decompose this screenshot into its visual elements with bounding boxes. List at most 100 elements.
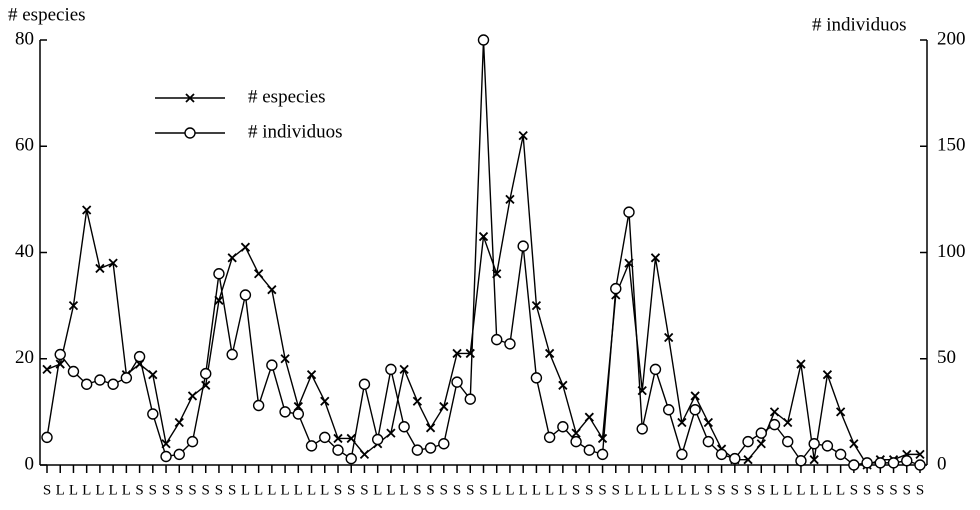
x-tick-label: L [241, 482, 250, 498]
legend-label: # individuos [248, 121, 342, 142]
point [68, 300, 79, 311]
point [491, 333, 503, 346]
point [557, 421, 569, 433]
point [305, 440, 318, 452]
point [558, 380, 568, 390]
point [715, 448, 728, 461]
point [412, 396, 423, 406]
x-tick-label: S [453, 482, 461, 498]
point [861, 457, 873, 469]
x-tick-label: L [267, 482, 276, 498]
point [465, 348, 475, 359]
point [280, 354, 290, 364]
y-tick-label: 40 [15, 241, 34, 262]
point [478, 231, 489, 242]
y2-tick-label: 0 [937, 453, 947, 474]
point [544, 348, 555, 359]
point [755, 427, 767, 439]
point [796, 359, 806, 369]
point [543, 431, 556, 444]
point [504, 338, 516, 350]
x-tick-label: L [770, 482, 779, 498]
point [477, 34, 490, 46]
point [530, 372, 543, 384]
y-tick-label: 80 [15, 28, 34, 49]
x-tick-label: S [585, 482, 593, 498]
x-tick-label: S [850, 482, 858, 498]
point [835, 407, 846, 417]
x-tick-label: L [638, 482, 647, 498]
point [689, 404, 701, 416]
point [571, 428, 581, 438]
y2-tick-label: 200 [937, 28, 966, 49]
x-tick-label: S [413, 482, 421, 498]
x-tick-label: L [56, 482, 65, 498]
x-tick-label: S [135, 482, 143, 498]
point [200, 367, 212, 380]
x-tick-label: S [572, 482, 580, 498]
x-tick-label: L [823, 482, 832, 498]
x-tick-label: L [691, 482, 700, 498]
point [451, 376, 463, 388]
point [332, 444, 344, 456]
point [583, 444, 596, 456]
point [677, 417, 687, 428]
point [359, 449, 370, 460]
point [239, 289, 252, 301]
point [399, 364, 409, 375]
point [676, 448, 688, 461]
point [452, 348, 462, 359]
point [54, 348, 66, 361]
point [80, 378, 93, 390]
x-tick-label: L [783, 482, 792, 498]
x-tick-label: S [149, 482, 157, 498]
x-tick-label: S [334, 482, 342, 498]
x-tick-label: L [254, 482, 263, 498]
point [227, 253, 237, 263]
x-tick-label: S [717, 482, 725, 498]
x-tick-label: L [558, 482, 567, 498]
point [120, 372, 133, 384]
x-tick-label: L [651, 482, 660, 498]
point [809, 455, 819, 465]
point [147, 408, 159, 420]
point [662, 404, 675, 416]
y2-tick-label: 50 [937, 347, 956, 368]
x-tick-label: S [162, 482, 170, 498]
x-tick-label: S [916, 482, 924, 498]
point [226, 348, 238, 361]
point [160, 450, 172, 463]
point [570, 435, 582, 448]
point [901, 455, 913, 467]
x-tick-label: S [466, 482, 474, 498]
x-tick-label: L [664, 482, 673, 498]
x-tick-label: S [612, 482, 620, 498]
x-tick-label: S [479, 482, 487, 498]
point [703, 417, 714, 428]
point [252, 399, 265, 412]
point [690, 391, 700, 401]
point [267, 285, 277, 295]
point [279, 406, 291, 418]
point [67, 365, 80, 378]
point [41, 431, 53, 444]
point [95, 263, 105, 274]
point [915, 449, 925, 460]
x-tick-label: L [624, 482, 633, 498]
point [464, 393, 476, 405]
point [187, 391, 198, 401]
point [795, 455, 807, 467]
point [649, 363, 662, 376]
point [439, 401, 449, 412]
x-tick-label: S [903, 482, 911, 498]
x-tick-label: S [744, 482, 752, 498]
point [623, 206, 635, 218]
point [320, 396, 330, 406]
x-tick-label: S [863, 482, 871, 498]
x-tick-label: S [175, 482, 183, 498]
point [82, 205, 92, 215]
x-tick-label: S [757, 482, 765, 498]
x-tick-label: S [202, 482, 210, 498]
point [94, 374, 106, 386]
point [610, 282, 622, 295]
